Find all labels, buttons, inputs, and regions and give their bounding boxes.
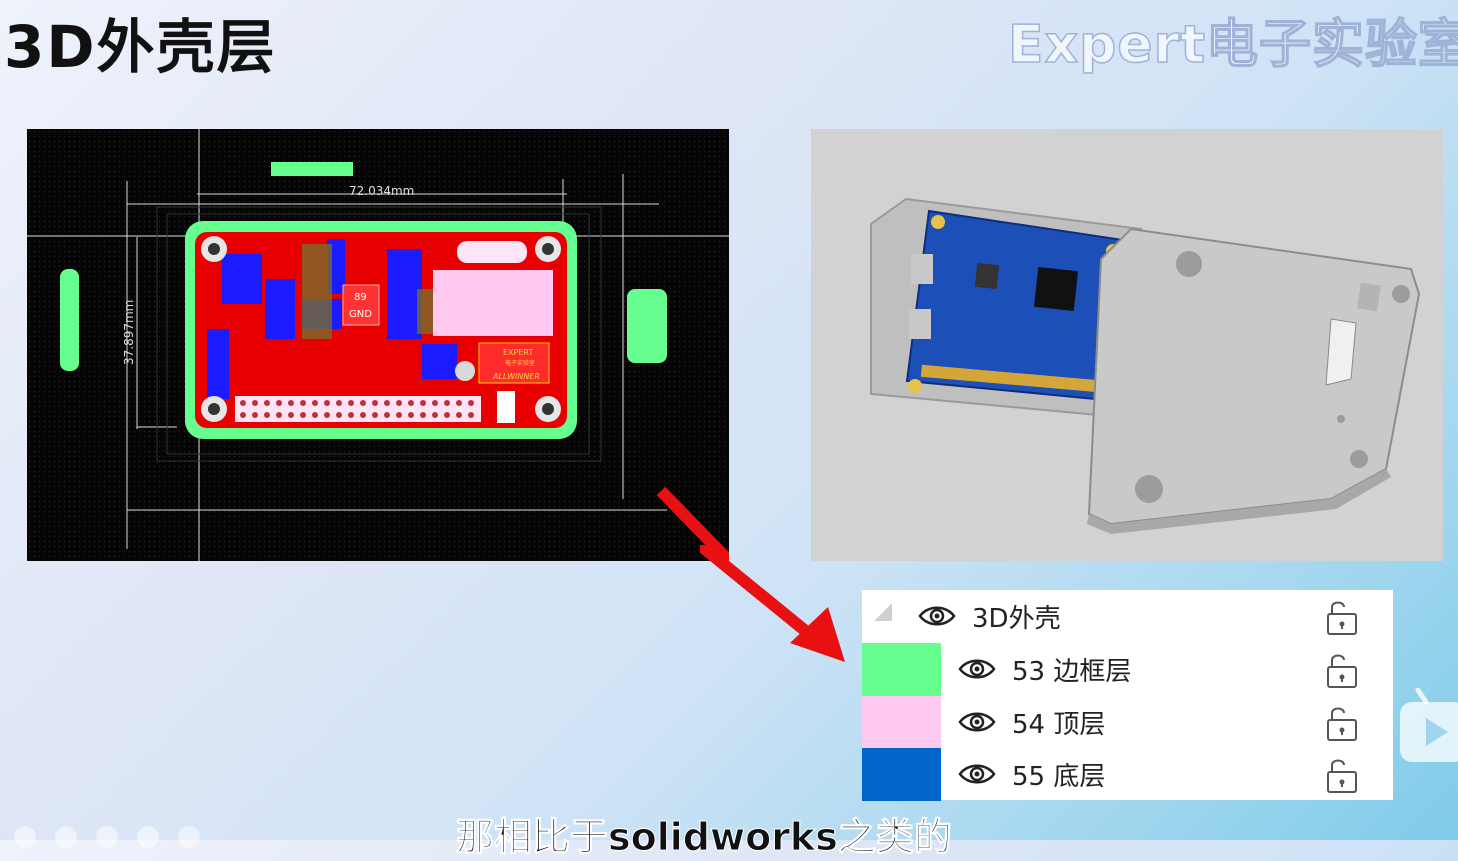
eye-icon[interactable] bbox=[918, 603, 956, 629]
pcb-canvas: 72.034mm 37.897mm 89 GND bbox=[27, 129, 729, 561]
layer-row-55[interactable]: 55 底层 bbox=[862, 748, 1393, 801]
dimension-guides bbox=[27, 129, 729, 561]
silk-gnd: GND bbox=[349, 309, 372, 320]
video-subtitle: 那相比于solidworks之类的 bbox=[456, 815, 953, 860]
unlock-icon[interactable] bbox=[1324, 598, 1360, 636]
layer-row-53[interactable]: 53 边框层 bbox=[862, 643, 1393, 696]
dimension-width-label: 72.034mm bbox=[349, 184, 414, 198]
layer-row-54[interactable]: 54 顶层 bbox=[862, 696, 1393, 749]
pcb-layout-view[interactable]: 72.034mm 37.897mm 89 GND bbox=[27, 129, 729, 561]
unlock-icon[interactable] bbox=[1324, 704, 1360, 742]
channel-watermark: Expert电子实验室 bbox=[1008, 14, 1458, 76]
collapse-triangle-icon[interactable] bbox=[874, 603, 892, 621]
shell-right-slot bbox=[627, 289, 667, 363]
header-pins bbox=[235, 396, 481, 422]
layer-color-swatch[interactable] bbox=[862, 696, 941, 749]
layer-label: 55 底层 bbox=[1012, 762, 1106, 792]
unlock-icon[interactable] bbox=[1324, 651, 1360, 689]
tv-play-icon bbox=[1400, 688, 1458, 762]
3d-canvas bbox=[870, 197, 1421, 534]
layer-color-swatch[interactable] bbox=[862, 643, 941, 696]
mounting-holes bbox=[201, 236, 561, 422]
layer-group-label: 3D外壳 bbox=[972, 604, 1061, 634]
shell-left-slot bbox=[60, 269, 79, 371]
eye-icon[interactable] bbox=[958, 709, 996, 735]
layer-panel: 3D外壳 53 边框层 54 顶层 bbox=[862, 590, 1393, 801]
module-footprint bbox=[433, 270, 553, 336]
silk-89: 89 bbox=[354, 292, 367, 303]
layer-label: 53 边框层 bbox=[1012, 657, 1132, 687]
eye-icon[interactable] bbox=[958, 656, 996, 682]
logo-allwinner: ALLWINNER bbox=[492, 372, 540, 381]
shell-top-slot bbox=[271, 162, 353, 176]
dimension-height-label: 37.897mm bbox=[122, 300, 136, 365]
layer-group-3d-shell[interactable]: 3D外壳 bbox=[862, 590, 1393, 643]
unlock-icon[interactable] bbox=[1324, 756, 1360, 794]
pointer-arrow-icon bbox=[700, 545, 845, 662]
red-arrow-icon bbox=[656, 486, 729, 561]
3d-render-view[interactable] bbox=[811, 129, 1443, 561]
bottom-toolbar-dots bbox=[14, 826, 219, 852]
eye-icon[interactable] bbox=[958, 761, 996, 787]
layer-label: 54 顶层 bbox=[1012, 710, 1106, 740]
logo-lab: 电子实验室 bbox=[505, 359, 535, 367]
logo-expert: EXPERT bbox=[503, 348, 533, 357]
layer-color-swatch[interactable] bbox=[862, 748, 941, 801]
page-title: 3D外壳层 bbox=[4, 13, 277, 81]
